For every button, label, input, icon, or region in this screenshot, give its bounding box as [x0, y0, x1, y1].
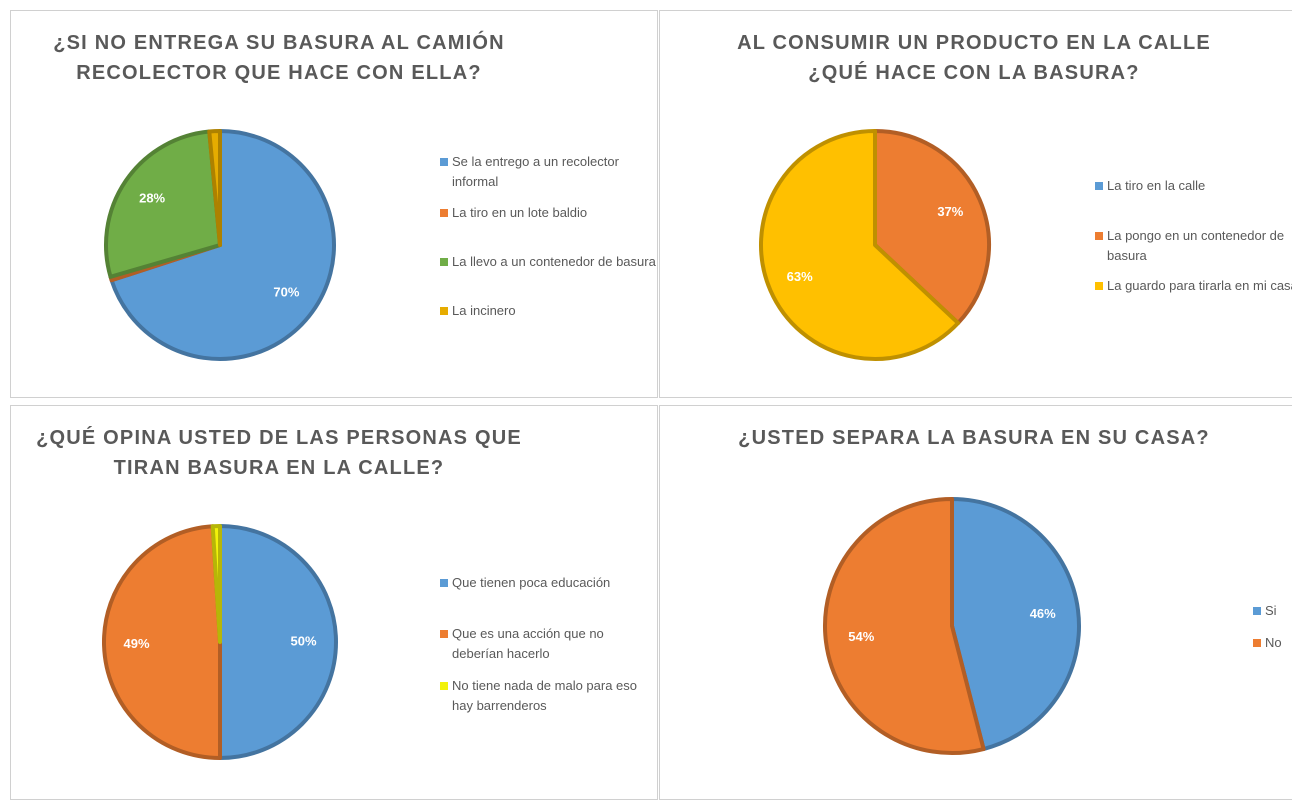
- data-label: 46%: [1030, 606, 1056, 621]
- legend-item: No tiene nada de malo para eso hay barre…: [440, 676, 657, 716]
- pie-slice: [218, 524, 338, 760]
- legend-item: La pongo en un contenedor de basura: [1095, 226, 1292, 266]
- title-line: ¿QUÉ OPINA USTED DE LAS PERSONAS QUE: [36, 427, 522, 449]
- legend-swatch: [1253, 639, 1261, 647]
- legend-label: La llevo a un contenedor de basura: [452, 254, 656, 269]
- legend-swatch: [440, 682, 448, 690]
- data-label: 49%: [124, 636, 150, 651]
- legend-swatch: [440, 307, 448, 315]
- pie-slice: [207, 129, 222, 247]
- title-line: TIRAN BASURA EN LA CALLE?: [113, 457, 445, 479]
- legend-label: Se la entrego a un recolector informal: [452, 154, 619, 189]
- legend-label: La pongo en un contenedor de basura: [1107, 228, 1285, 263]
- legend-label: No tiene nada de malo para eso hay barre…: [452, 678, 638, 713]
- chart-title: ¿USTED SEPARA LA BASURA EN SU CASA?: [659, 423, 1289, 453]
- legend-swatch: [1095, 282, 1103, 290]
- legend-swatch: [440, 258, 448, 266]
- pie-slice: [104, 129, 222, 279]
- legend-item: No: [1253, 633, 1292, 653]
- pie-slice: [950, 497, 1081, 752]
- legend-item: Se la entrego a un recolector informal: [440, 152, 662, 192]
- chart-panel: [659, 10, 1292, 398]
- chart-panel: [659, 405, 1292, 800]
- legend-swatch: [1095, 182, 1103, 190]
- legend-swatch: [440, 579, 448, 587]
- legend-swatch: [440, 158, 448, 166]
- legend-swatch: [440, 209, 448, 217]
- pie-slice: [873, 129, 991, 326]
- legend-label: La tiro en un lote baldio: [452, 205, 588, 220]
- data-label: 54%: [848, 629, 874, 644]
- legend-item: La tiro en la calle: [1095, 176, 1292, 196]
- legend-label: Si: [1265, 603, 1277, 618]
- pie-slice: [102, 524, 222, 760]
- legend-item: Que es una acción que no deberían hacerl…: [440, 624, 657, 664]
- legend-item: La llevo a un contenedor de basura: [440, 252, 662, 272]
- chart-title: ¿SI NO ENTREGA SU BASURA AL CAMIÓN RECOLE…: [10, 28, 648, 88]
- legend-label: La tiro en la calle: [1107, 178, 1206, 193]
- legend-item: La guardo para tirarla en mi casa: [1095, 276, 1292, 296]
- pie-slice: [759, 129, 961, 361]
- legend-label: Que es una acción que no deberían hacerl…: [452, 626, 604, 661]
- title-line: AL CONSUMIR UN PRODUCTO EN LA CALLE: [737, 32, 1211, 54]
- chart-panel: [10, 10, 658, 398]
- chart-title: AL CONSUMIR UN PRODUCTO EN LA CALLE ¿QUÉ …: [659, 28, 1289, 88]
- data-label: 50%: [291, 633, 317, 648]
- legend-swatch: [1253, 607, 1261, 615]
- title-line: ¿QUÉ HACE CON LA BASURA?: [808, 62, 1140, 84]
- legend-swatch: [440, 630, 448, 638]
- legend-label: La incinero: [452, 303, 516, 318]
- legend-label: Que tienen poca educación: [452, 575, 611, 590]
- title-line: ¿SI NO ENTREGA SU BASURA AL CAMIÓN: [53, 32, 505, 54]
- legend-label: No: [1265, 635, 1282, 650]
- legend-swatch: [1095, 232, 1103, 240]
- legend-label: La guardo para tirarla en mi casa: [1107, 278, 1292, 293]
- legend-item: La incinero: [440, 301, 662, 321]
- pie-slice: [823, 497, 986, 755]
- chart-title: ¿QUÉ OPINA USTED DE LAS PERSONAS QUE TIRA…: [10, 423, 648, 483]
- data-label: 63%: [787, 269, 813, 284]
- title-line: RECOLECTOR QUE HACE CON ELLA?: [76, 62, 482, 84]
- data-label: 70%: [273, 285, 299, 300]
- legend-item: Si: [1253, 601, 1292, 621]
- data-label: 37%: [937, 204, 963, 219]
- legend-item: La tiro en un lote baldio: [440, 203, 662, 223]
- data-label: 28%: [139, 190, 165, 205]
- legend-item: Que tienen poca educación: [440, 573, 657, 593]
- pie-slice: [210, 524, 222, 644]
- pie-slice: [109, 129, 336, 361]
- title-line: ¿USTED SEPARA LA BASURA EN SU CASA?: [738, 427, 1210, 449]
